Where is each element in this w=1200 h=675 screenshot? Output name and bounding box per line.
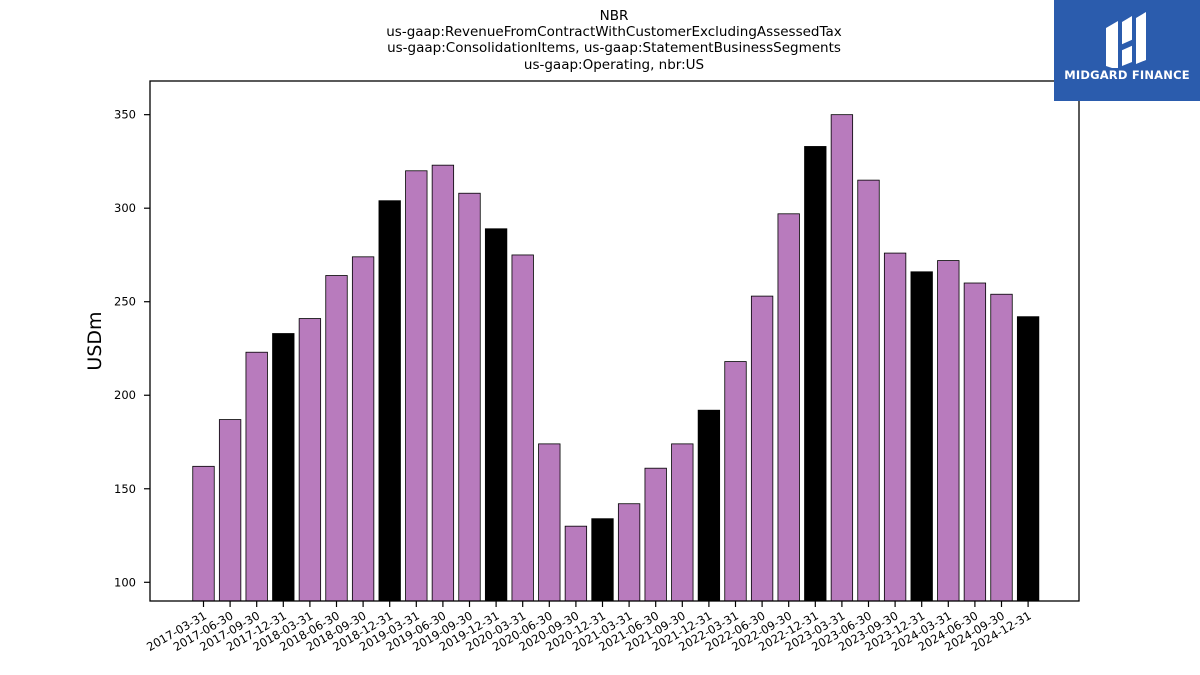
logo-mark-icon [1106,12,1146,68]
bar-2024-03-31 [937,260,960,602]
bar-2017-06-30 [218,419,242,602]
bar-2024-06-30 [963,282,987,602]
y-tick-label: 250 [114,295,136,309]
plot-frame [149,80,1080,602]
bar-2019-03-31 [405,170,428,602]
bar-2019-09-30 [458,192,481,602]
y-tick-label: 350 [114,108,136,122]
title-line-4: us-gaap:Operating, nbr:US [524,57,704,73]
bar-2020-12-31 [591,518,614,602]
bar-2021-06-30 [644,467,667,602]
bar-2022-12-31 [804,146,827,602]
y-tick-label: 150 [114,482,136,496]
y-axis: 100 150 200 250 300 350 [114,108,150,589]
bar-2020-06-30 [538,443,561,602]
bar-2019-12-31 [484,228,508,602]
x-axis: 2017-03-312017-06-302017-09-302017-12-31… [144,601,1034,654]
bar-2023-12-31 [910,271,933,602]
midgard-finance-logo: MIDGARD FINANCE [1054,0,1200,101]
bar-2022-06-30 [750,295,774,602]
y-tick-label: 300 [114,201,136,215]
bar-2020-09-30 [564,525,588,602]
bar-2018-03-31 [298,318,322,602]
bar-2019-06-30 [431,164,455,602]
bar-2023-06-30 [857,179,880,602]
bar-2017-09-30 [245,351,268,602]
logo-text: MIDGARD FINANCE [1064,68,1190,82]
y-tick-label: 100 [114,575,136,589]
bar-2018-06-30 [325,275,348,602]
bar-2023-09-30 [883,252,907,602]
bar-2023-03-31 [830,114,854,602]
bar-2018-12-31 [378,200,401,602]
bar-2022-03-31 [724,361,747,602]
bar-2020-03-31 [511,254,534,602]
bar-2024-09-30 [990,293,1013,602]
title-line-3: us-gaap:ConsolidationItems, us-gaap:Stat… [387,40,841,56]
bars [192,114,1040,602]
title-line-1: NBR [600,8,629,24]
bar-2021-12-31 [697,409,721,602]
bar-2018-09-30 [351,256,375,602]
bar-2021-09-30 [671,443,694,602]
bar-2017-03-31 [192,465,215,602]
bar-2021-03-31 [617,503,641,602]
bar-2022-09-30 [777,213,800,602]
chart-title: NBR us-gaap:RevenueFromContractWithCusto… [386,8,842,73]
y-tick-label: 200 [114,388,136,402]
y-axis-label: USDm [84,311,106,370]
bar-2024-12-31 [1016,316,1040,602]
title-line-2: us-gaap:RevenueFromContractWithCustomerE… [386,24,842,40]
bar-2017-12-31 [272,333,295,602]
